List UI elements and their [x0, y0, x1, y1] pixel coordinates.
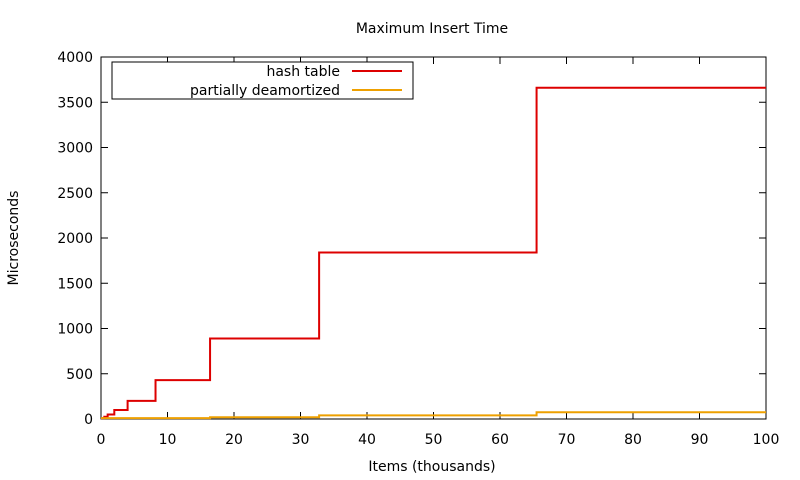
chart-title: Maximum Insert Time [356, 21, 508, 37]
y-tick-label: 0 [84, 412, 93, 428]
y-tick-label: 1000 [57, 322, 93, 338]
series-layer [101, 86, 766, 420]
legend: hash table partially deamortized [111, 61, 414, 100]
y-tick-label: 2000 [57, 231, 93, 247]
y-tick-label: 2500 [57, 186, 93, 202]
x-tick-label: 100 [753, 432, 780, 448]
x-tick-label: 50 [425, 432, 443, 448]
series-line-hash-table [101, 86, 766, 420]
x-tick-label: 0 [97, 432, 106, 448]
plot-frame [100, 56, 767, 420]
x-tick-label: 20 [225, 432, 243, 448]
legend-label: partially deamortized [190, 83, 340, 99]
legend-label: hash table [266, 64, 340, 80]
axes: 0 10 20 30 40 50 60 70 80 90 100050010001500200025… [57, 50, 779, 448]
x-tick-label: 80 [624, 432, 642, 448]
y-tick-label: 3500 [57, 95, 93, 111]
x-tick-label: 40 [358, 432, 376, 448]
y-axis-title: Microseconds [6, 191, 22, 286]
y-tick-label: 1500 [57, 276, 93, 292]
x-axis-title: Items (thousands) [368, 459, 495, 475]
x-tick-label: 30 [292, 432, 310, 448]
x-tick-label: 60 [491, 432, 509, 448]
y-tick-label: 4000 [57, 50, 93, 66]
x-tick-label: 70 [558, 432, 576, 448]
y-tick-label: 500 [66, 367, 93, 383]
x-tick-label: 10 [159, 432, 177, 448]
legend-box [111, 61, 414, 100]
y-tick-label: 3000 [57, 141, 93, 157]
x-tick-label: 90 [691, 432, 709, 448]
series-line-partially-deamortized [101, 411, 766, 420]
